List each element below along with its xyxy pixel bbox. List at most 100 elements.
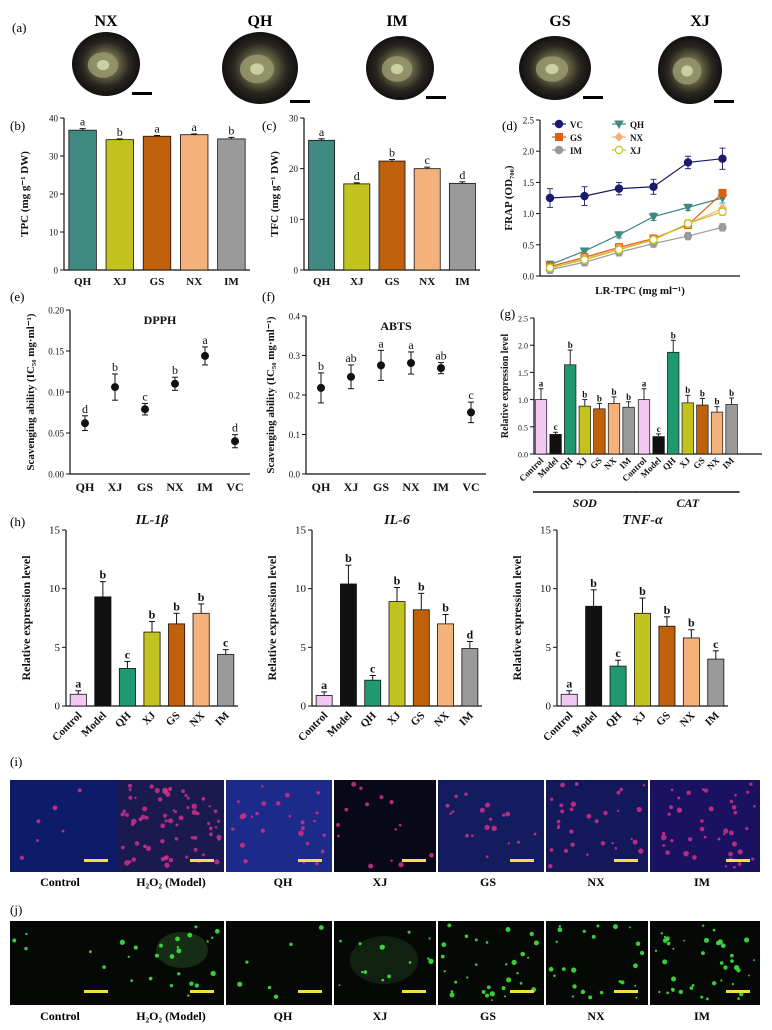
chart-f-y-tick-label: 0.0 — [289, 470, 301, 480]
micrograph-j-cell — [620, 980, 625, 985]
chart-e-sig-letter: c — [142, 389, 147, 403]
micrograph-i-cell — [560, 809, 565, 814]
chart-d-point-VC — [649, 182, 658, 191]
micrograph-i-cell — [298, 830, 304, 837]
chart-h2-y-tick-label: 15 — [295, 525, 307, 537]
micrograph-i-cell — [255, 811, 259, 816]
chart-h3-bar-QH — [609, 665, 627, 707]
micrograph-i-tile — [118, 780, 224, 872]
chart-c-sig-letter: b — [389, 146, 395, 160]
chart-e-sig-letter: d — [82, 402, 88, 416]
micrograph-j-cell — [561, 967, 566, 972]
micrograph-j-cell — [318, 925, 324, 930]
micrograph-i-cell — [149, 784, 154, 789]
micrograph-i-cell — [191, 809, 198, 816]
chart-h2-bar-QH — [364, 679, 382, 707]
chart-h3-bar-IM — [707, 658, 725, 707]
chart-d-y-tick-label: 1.0 — [523, 209, 535, 219]
micrograph-i-cell — [320, 849, 325, 854]
micrograph-i-tile — [226, 780, 332, 872]
micrograph-i-cell — [184, 793, 188, 797]
micrograph-j-cell — [130, 979, 134, 983]
micrograph-i-cell — [692, 855, 697, 860]
micrograph-i-cell — [175, 823, 179, 827]
chart-g-y-tick-label: 1.0 — [518, 396, 528, 405]
micrograph-i-cell — [52, 805, 58, 811]
chart-h2-bar-NX — [437, 623, 454, 707]
chart-e-sig-letter: d — [232, 421, 238, 435]
chart-f-point-VC — [467, 408, 475, 417]
micrograph-i-cell — [316, 790, 321, 795]
micrograph-i-scale-bar — [190, 859, 214, 862]
micrograph-i-cell — [632, 839, 638, 845]
chart-h3-sig-letter: a — [566, 677, 572, 691]
micrograph-j-cell — [691, 983, 695, 987]
micrograph-i-cell — [394, 828, 398, 831]
micrograph-i-cell — [728, 851, 733, 857]
micrograph-i-scale-bar — [402, 859, 426, 862]
chart-h3-y-tick-label: 5 — [546, 642, 552, 654]
chart-b-y-label: TPC (mg g⁻¹ DW) — [19, 151, 31, 237]
chart-c-x-tick-label: QH — [313, 276, 331, 288]
micrograph-i-cell — [398, 823, 402, 827]
chart-h3-sig-letter: c — [615, 646, 621, 660]
chart-f-x-tick-label: XJ — [344, 480, 359, 494]
micrograph-i-cell — [178, 815, 184, 821]
chart-g-bar-SOD-QH — [564, 364, 577, 455]
micrograph-i-cell — [636, 806, 642, 813]
chart-d-y-tick-label: 2.0 — [523, 147, 535, 157]
chart-h2-sig-letter: b — [345, 551, 352, 565]
chart-c-y-tick-label: 0 — [294, 266, 299, 276]
photo-label-xj: XJ — [690, 13, 710, 30]
chart-b-y-tick-label: 30 — [49, 152, 59, 162]
micrograph-i-cell — [701, 788, 705, 791]
chart-h3-y-tick-label: 15 — [540, 525, 552, 537]
micrograph-j-glow — [156, 932, 208, 968]
root-photo — [658, 36, 734, 104]
chart-b-x-tick-label: GS — [150, 276, 165, 288]
micrograph-i-background — [10, 780, 118, 872]
chart-d-series-line-GS — [549, 192, 723, 268]
chart-g-sig-letter: a — [642, 379, 647, 389]
chart-d-point-QH — [614, 231, 624, 240]
micrograph-i-cell — [305, 841, 310, 846]
micrograph-j-cell — [169, 984, 174, 988]
micrograph-j-cell — [481, 989, 486, 994]
chart-h2-title: IL-6 — [383, 513, 410, 528]
chart-g-sig-letter: c — [554, 422, 558, 432]
micrograph-i-cell — [250, 815, 254, 819]
chart-g-x-tick-label: GS — [588, 455, 604, 471]
micrograph-j-cell — [689, 986, 694, 990]
micrograph-i-cell — [484, 824, 490, 831]
micrograph-i-cell — [389, 799, 394, 805]
chart-h1-title: IL-1β — [135, 513, 170, 528]
micrograph-i-cell — [193, 835, 198, 840]
chart-d-y-label: FRAP (OD₇₀₀) — [503, 165, 515, 231]
chart-b-x-tick-label: NX — [186, 276, 202, 288]
photo-label-gs: GS — [549, 13, 570, 30]
chart-d-y-tick-label: 1.5 — [523, 178, 535, 188]
micrograph-j-cell — [571, 967, 577, 973]
micrograph-j-cell — [447, 923, 452, 928]
chart-f-sig-letter: c — [468, 388, 473, 402]
micrograph-i-cell — [128, 860, 132, 864]
chart-b-y-tick-label: 0 — [54, 266, 59, 276]
micrograph-j-cell — [672, 947, 675, 950]
micrograph-j-cell — [712, 928, 716, 932]
legend-marker-NX — [614, 132, 624, 142]
chart-h3-x-tick-label: Model — [570, 710, 600, 740]
micrograph-i-cell — [734, 793, 737, 797]
chart-g-sig-letter: b — [729, 388, 734, 398]
micrograph-i-cell — [181, 789, 185, 794]
chart-b-bar-NX — [180, 134, 209, 271]
micrograph-i-cell — [186, 796, 190, 800]
micrograph-j-cell — [527, 956, 530, 959]
chart-g-bar-CAT-QH — [667, 351, 680, 455]
micrograph-j-cell — [700, 995, 704, 999]
root-photo — [222, 32, 310, 104]
micrograph-i-cell — [261, 785, 264, 788]
micrograph-i-cell — [208, 804, 212, 808]
micrograph-i-cell — [594, 819, 599, 824]
chart-g-x-tick-label: NX — [602, 455, 619, 472]
micrograph-j-cell — [654, 949, 658, 952]
